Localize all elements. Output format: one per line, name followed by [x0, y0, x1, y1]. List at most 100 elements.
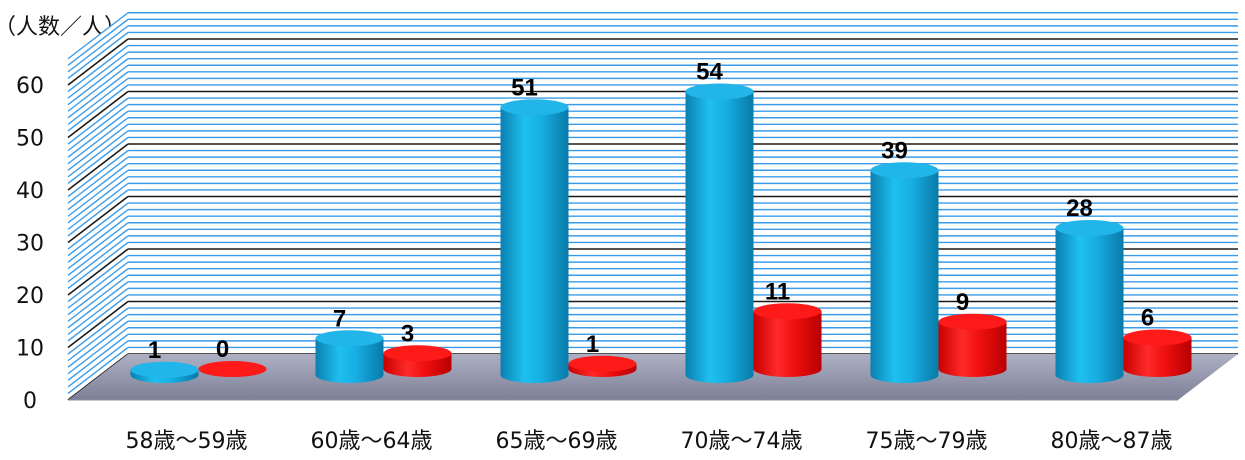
y-tick-label: 10: [16, 337, 44, 362]
major-gridline-side: [67, 300, 129, 349]
bar-body: [685, 91, 754, 383]
minor-gridline-side: [67, 255, 129, 303]
minor-gridline-side: [67, 31, 129, 79]
minor-gridline-side: [67, 307, 129, 355]
bar-cap: [500, 99, 569, 116]
bar-body: [938, 321, 1007, 377]
y-tick-label: 30: [16, 232, 44, 257]
minor-gridline-side: [67, 71, 129, 119]
data-label: 28: [1066, 195, 1093, 222]
bar-body: [315, 338, 384, 383]
bar-cap: [383, 345, 452, 362]
minor-gridline-side: [67, 340, 129, 388]
minor-gridline-side: [67, 209, 129, 257]
minor-gridline-side: [67, 123, 129, 171]
minor-gridline-side: [67, 104, 129, 152]
bar-female: [198, 361, 267, 377]
data-label: 7: [333, 305, 346, 332]
bar-cap: [130, 361, 199, 378]
x-tick-label: 60歳～64歳: [311, 429, 433, 454]
bar-body: [500, 107, 569, 383]
minor-gridline-side: [67, 77, 129, 125]
bar-cap: [938, 313, 1007, 330]
minor-gridline-side: [67, 156, 129, 204]
data-label: 3: [401, 320, 414, 347]
bar-cap: [1123, 329, 1192, 346]
y-tick-label: 0: [23, 389, 37, 414]
data-label: 54: [696, 59, 723, 86]
minor-gridline-side: [67, 169, 129, 217]
bar-male: [500, 99, 569, 383]
bar-male: [1055, 220, 1124, 383]
data-label: 9: [956, 289, 969, 316]
y-tick-label: 60: [16, 74, 44, 99]
minor-gridline-side: [67, 215, 129, 263]
bar-female: [568, 355, 637, 377]
data-label: 1: [148, 337, 161, 364]
bar-cap: [315, 330, 384, 347]
bar-cap: [198, 361, 267, 377]
major-gridline-side: [67, 248, 129, 296]
bar-body: [870, 170, 939, 383]
x-tick-label: 70歳～74歳: [681, 429, 803, 454]
minor-gridline-side: [67, 228, 129, 276]
minor-gridline-side: [67, 268, 129, 316]
data-label: 39: [881, 137, 908, 164]
minor-gridline-side: [67, 12, 129, 60]
minor-gridline-side: [67, 51, 129, 99]
bar-male: [130, 361, 199, 383]
minor-gridline-side: [67, 202, 129, 250]
minor-gridline-side: [67, 18, 129, 66]
minor-gridline-side: [67, 182, 129, 230]
minor-gridline-side: [67, 189, 129, 237]
data-label: 0: [216, 336, 229, 363]
minor-gridline-side: [67, 320, 129, 368]
minor-gridline-side: [67, 84, 129, 132]
minor-gridline-side: [67, 150, 129, 198]
bar-cap: [1055, 220, 1124, 236]
bar-female: [938, 313, 1007, 377]
x-tick-label: 58歳～59歳: [126, 429, 248, 454]
bar-female: [1123, 329, 1192, 377]
minor-gridline-side: [67, 45, 129, 93]
bar-body: [753, 311, 822, 377]
minor-gridline-side: [67, 274, 129, 322]
data-label: 1: [586, 331, 599, 358]
data-label: 11: [765, 278, 790, 305]
data-label: 6: [1141, 305, 1154, 332]
minor-gridline-side: [67, 176, 129, 224]
minor-gridline-side: [67, 235, 129, 283]
bar-female: [753, 303, 822, 377]
data-label: 51: [511, 74, 538, 101]
minor-gridline-side: [67, 130, 129, 178]
x-tick-label: 80歳～87歳: [1051, 429, 1173, 454]
minor-gridline-side: [67, 97, 129, 145]
minor-gridline-side: [67, 136, 129, 184]
minor-gridline-side: [67, 110, 129, 158]
minor-gridline-side: [67, 163, 129, 211]
minor-gridline-side: [67, 333, 129, 381]
minor-gridline-side: [67, 327, 129, 375]
y-tick-label: 50: [16, 127, 44, 152]
bar-female: [383, 345, 452, 377]
minor-gridline-side: [67, 117, 129, 165]
minor-gridline-side: [67, 281, 129, 329]
y-tick-label: 20: [16, 284, 44, 309]
major-gridline-side: [67, 38, 129, 86]
minor-gridline-side: [67, 261, 129, 309]
x-tick-label: 75歳～79歳: [866, 429, 988, 454]
minor-gridline-side: [67, 287, 129, 335]
minor-gridline-side: [67, 58, 129, 106]
bar-male: [315, 330, 384, 383]
bar-cap: [685, 83, 754, 100]
major-gridline-side: [67, 195, 129, 244]
minor-gridline-side: [67, 25, 129, 73]
bar-cap: [753, 303, 822, 320]
minor-gridline-side: [67, 294, 129, 342]
y-tick-label: 40: [16, 179, 44, 204]
major-gridline-side: [67, 143, 129, 191]
minor-gridline-side: [67, 346, 129, 394]
bar-cap: [870, 162, 939, 179]
minor-gridline-side: [67, 314, 129, 362]
